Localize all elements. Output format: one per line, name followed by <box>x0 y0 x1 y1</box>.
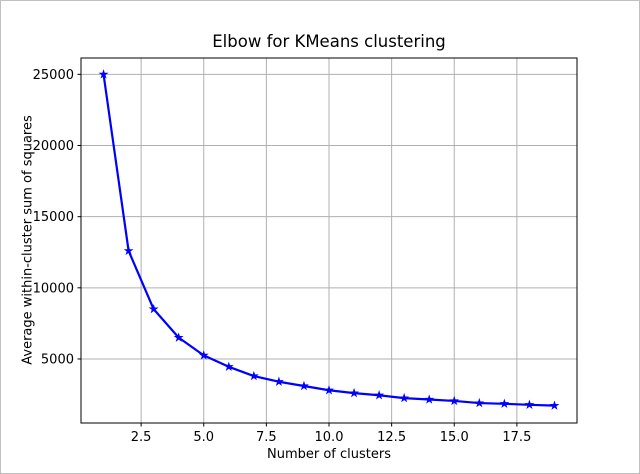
x-tick-label: 7.5 <box>256 430 277 445</box>
data-point-marker <box>173 332 184 342</box>
x-tick-label: 12.5 <box>377 430 406 445</box>
data-point-marker <box>299 380 309 391</box>
data-point-marker <box>524 399 535 409</box>
x-tick-label: 10.0 <box>315 430 344 445</box>
data-point-marker <box>273 376 284 386</box>
y-tick-label: 25000 <box>33 68 74 83</box>
y-tick-label: 15000 <box>33 210 74 225</box>
y-tick-label: 10000 <box>33 281 74 296</box>
data-point-marker <box>349 387 359 398</box>
data-point-marker <box>499 398 510 408</box>
data-point-marker <box>223 361 234 371</box>
data-point-marker <box>424 394 435 404</box>
data-point-marker <box>198 350 209 360</box>
x-tick-label: 2.5 <box>131 430 152 445</box>
y-tick-label: 5000 <box>41 352 74 367</box>
data-point-marker <box>248 370 259 381</box>
data-point-marker <box>549 400 560 410</box>
x-tick-label: 17.5 <box>502 430 531 445</box>
data-point-marker <box>399 392 410 403</box>
x-axis-label: Number of clusters <box>266 447 391 462</box>
data-point-marker <box>148 303 159 314</box>
y-tick-label: 20000 <box>33 139 74 154</box>
data-point-marker <box>98 69 109 79</box>
x-tick-label: 15.0 <box>440 430 469 445</box>
data-point-marker <box>374 390 385 400</box>
data-point-marker <box>324 385 334 395</box>
chart-title: Elbow for KMeans clustering <box>212 32 446 51</box>
x-tick-label: 5.0 <box>193 430 214 445</box>
data-point-marker <box>123 245 134 256</box>
data-point-marker <box>449 395 460 406</box>
y-axis-label: Average within-cluster sum of squares <box>20 115 36 365</box>
data-point-marker <box>474 397 485 408</box>
